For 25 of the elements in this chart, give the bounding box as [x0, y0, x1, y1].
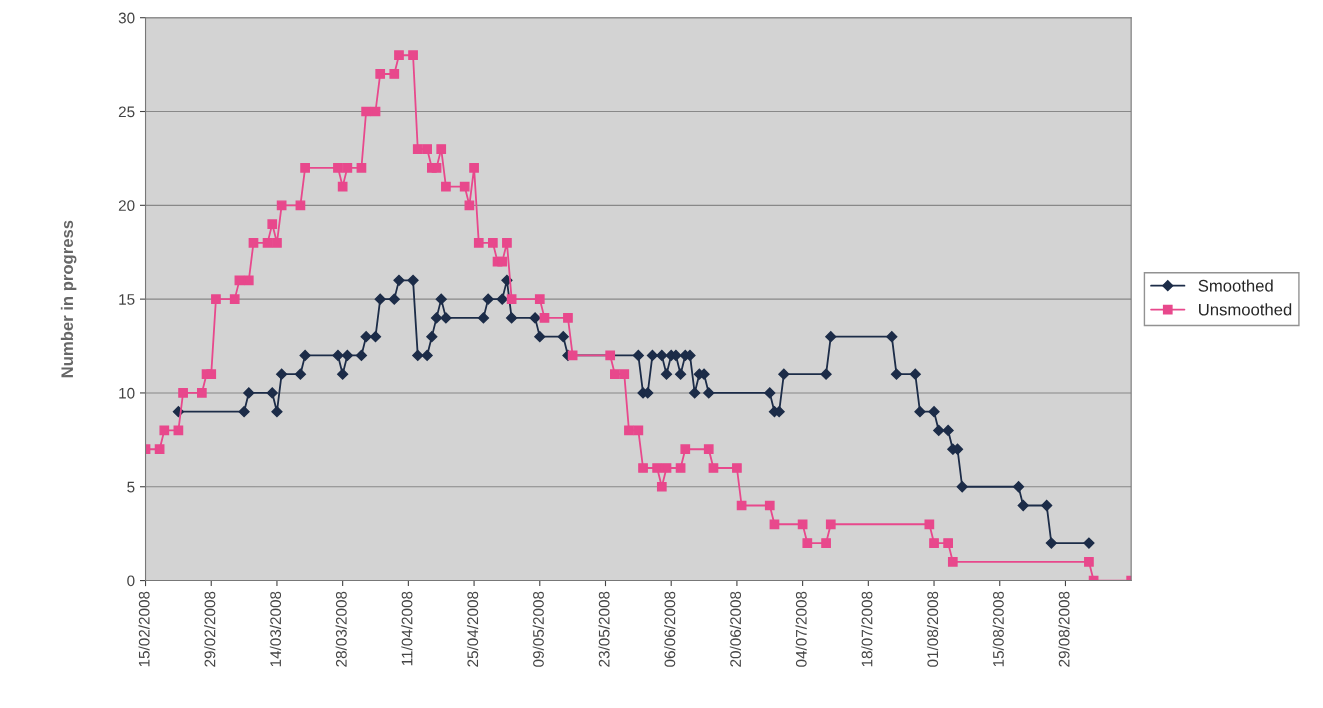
y-tick-label: 30 [118, 12, 135, 24]
x-tick-label: 29/08/2008 [1058, 591, 1070, 667]
x-tick-label: 23/05/2008 [598, 591, 610, 667]
y-tick-label: 5 [127, 481, 135, 493]
y-tick-label: 15 [119, 294, 135, 305]
x-tick-label: 15/02/2008 [138, 591, 150, 667]
y-tick-label: 10 [119, 387, 135, 399]
x-tick-label: 04/07/2008 [795, 591, 807, 667]
x-tick-label: 01/08/2008 [926, 591, 939, 667]
legend-label: Unsmoothed [1199, 303, 1292, 316]
x-tick-label: 09/05/2008 [532, 591, 544, 667]
x-tick-label: 14/03/2008 [269, 591, 282, 667]
y-axis-title: Number in progress [60, 220, 77, 378]
y-tick-label: 20 [118, 200, 135, 212]
x-tick-label: 18/07/2008 [861, 591, 873, 667]
x-tick-label: 29/02/2008 [204, 591, 216, 667]
x-tick-label: 15/08/2008 [992, 591, 1004, 667]
x-tick-label: 25/04/2008 [466, 591, 479, 667]
x-tick-label: 11/04/2008 [401, 591, 413, 666]
legend-label: Smoothed [1198, 279, 1273, 292]
x-tick-label: 28/03/2008 [335, 591, 347, 667]
x-tick-label: 20/06/2008 [729, 591, 742, 667]
x-tick-label: 06/06/2008 [664, 591, 676, 667]
y-tick-label: 0 [127, 575, 135, 587]
y-tick-label: 25 [118, 106, 135, 118]
